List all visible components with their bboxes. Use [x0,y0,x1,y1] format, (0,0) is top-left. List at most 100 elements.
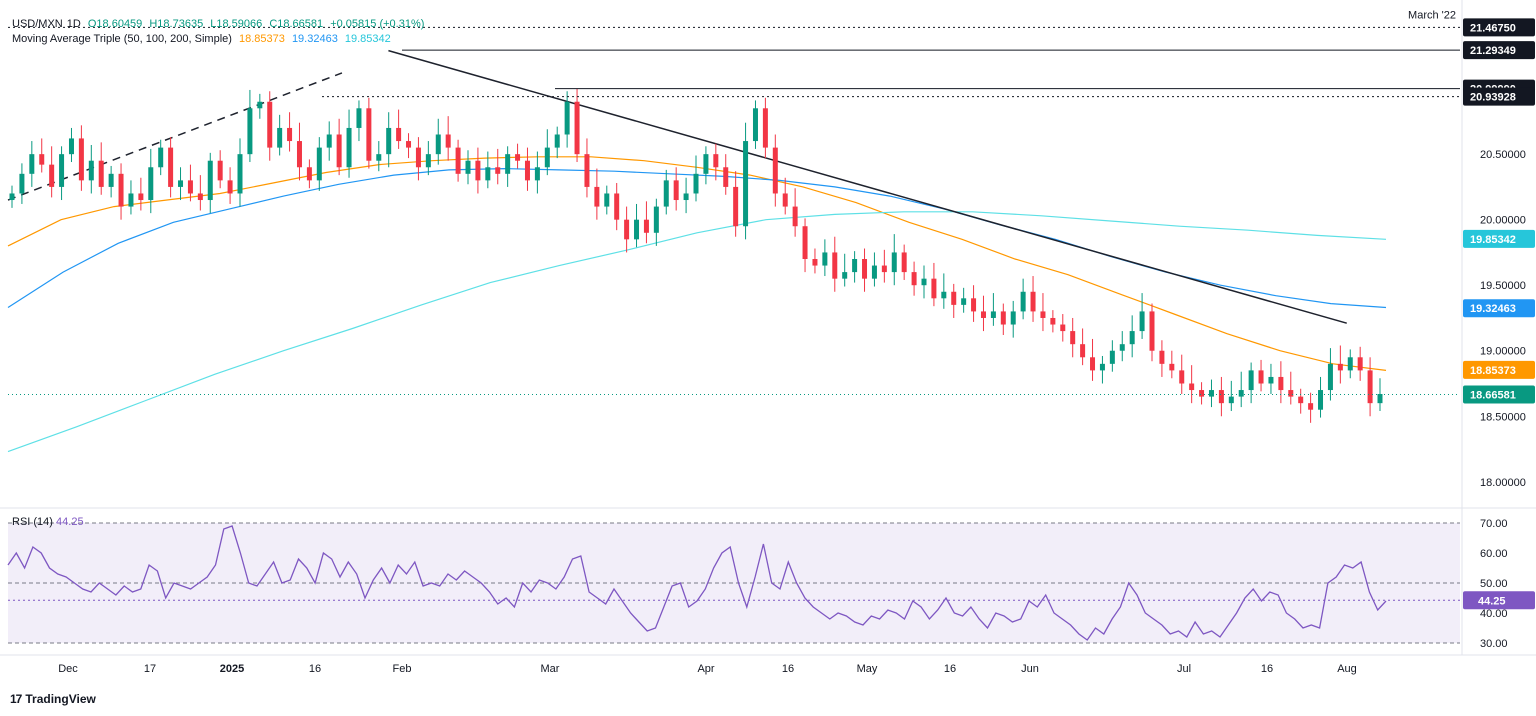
candle-body [524,160,530,181]
candle [1000,303,1006,336]
candle-body [634,219,640,240]
high-value: H18.73635 [149,18,204,30]
candle-body [574,101,580,155]
candle-body [49,164,55,187]
rsi-value: 44.25 [56,516,84,528]
candle-body [366,108,372,161]
candle-body [9,193,15,201]
rsi-pane [7,525,1460,641]
candle [435,118,441,165]
candle [227,167,233,204]
candle [366,97,372,169]
candle [1109,340,1115,372]
candle [1070,317,1076,358]
candle [346,109,352,178]
candle-body [296,141,302,168]
candle-body [1090,357,1096,371]
interval[interactable]: 1D [66,18,81,30]
candle [1278,361,1284,404]
candle-body [326,134,332,148]
candle [792,188,798,237]
candle [187,164,193,202]
candle-body [1318,390,1324,410]
candle-body [733,186,739,227]
candle [1030,276,1036,322]
candle-body [842,272,848,279]
candle [703,146,709,185]
candle [396,109,402,149]
candle-body [59,154,65,187]
candle-body [673,180,679,201]
tradingview-logo-icon: 17 [10,692,22,706]
rsi-name[interactable]: RSI (14) [12,516,53,528]
candle [138,177,144,211]
price-label-bg [1463,299,1535,318]
candle [921,265,927,299]
candle [762,97,768,159]
candle [1337,345,1343,384]
candle-body [277,127,283,148]
tradingview-brand[interactable]: 17 TradingView [10,692,96,706]
time-tick-label: 16 [309,663,321,675]
price-label: 18.85373 [1470,365,1516,377]
indicator-name[interactable]: Moving Average Triple (50, 100, 200, Sim… [12,33,232,45]
candle-body [1337,363,1343,371]
candle [277,114,283,156]
candle-body [1179,370,1185,384]
symbol-header: USD/MXN 1D O18.60459 H18.73635 L18.59066 … [12,17,428,31]
candle [1189,365,1195,404]
candle-body [207,160,213,201]
price-tick-label: 20.00000 [1480,215,1526,227]
candle [663,169,669,215]
candle-body [148,167,154,201]
candle-body [921,278,927,286]
candle-body [951,291,957,305]
ma100-value: 19.32463 [291,33,338,45]
candle [980,295,986,332]
price-label-bg [1463,87,1535,106]
candle [168,137,174,198]
candle [1357,346,1363,381]
candle [951,283,957,318]
candle [643,201,649,244]
time-tick-label: 2025 [220,663,244,675]
candle-body [1030,291,1036,312]
candle [465,150,471,185]
candle-body [435,134,441,155]
candle-body [544,147,550,168]
candles [9,88,1383,423]
candle [495,148,501,185]
candle-body [1000,311,1006,325]
time-tick-label: May [857,663,878,675]
candle [88,144,94,194]
candle [772,134,778,207]
candle [505,146,511,187]
candle-body [871,265,877,279]
last-price-bg [1463,385,1535,404]
candle-body [643,219,649,233]
candle [316,137,322,191]
candle-body [1020,291,1026,312]
symbol-name[interactable]: USD/MXN [12,18,63,30]
horizontal-lines [8,26,1460,396]
candle [1298,388,1304,414]
candle-body [445,134,451,148]
candle-body [1248,370,1254,391]
candle-body [1367,370,1373,404]
candle-body [752,108,758,142]
candle-body [336,134,342,168]
candle [128,180,134,215]
candle-body [455,147,461,174]
candle [1228,380,1234,412]
candle-body [217,160,223,181]
candle-body [1327,363,1333,391]
time-tick-label: Jun [1021,663,1039,675]
candle-body [1278,376,1284,391]
candle [594,168,600,220]
rsi-last-bg [1463,591,1535,610]
candle-body [1109,350,1115,364]
candle-body [1218,390,1224,404]
candle [1020,278,1026,320]
candle [1308,392,1314,423]
